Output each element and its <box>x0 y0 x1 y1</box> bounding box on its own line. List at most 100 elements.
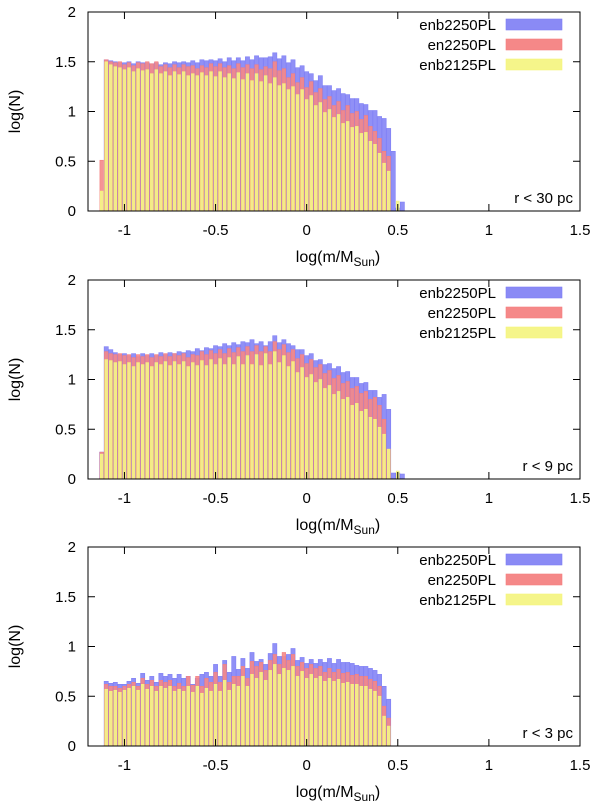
bar <box>163 361 168 480</box>
bar <box>250 364 254 480</box>
bar <box>273 351 277 480</box>
y-tick-label: 0.5 <box>55 421 76 438</box>
bar <box>254 354 259 480</box>
y-tick-label: 1.5 <box>55 54 76 71</box>
bar <box>113 66 118 212</box>
bar <box>241 364 245 480</box>
y-tick-label: 1 <box>68 639 76 656</box>
y-tick-label: 1 <box>68 372 76 389</box>
bar <box>118 67 122 212</box>
bar <box>104 359 108 480</box>
bar <box>291 86 295 212</box>
bar <box>300 367 304 480</box>
bar <box>332 117 336 212</box>
bar <box>218 71 222 212</box>
bar <box>318 379 323 480</box>
x-tick-label: -1 <box>118 490 131 507</box>
y-tick-label: 0.5 <box>55 688 76 705</box>
bar <box>191 73 195 212</box>
bar <box>104 688 108 747</box>
bar <box>304 99 309 212</box>
x-tick-label: 1 <box>485 490 493 507</box>
bar <box>386 725 391 747</box>
bar <box>127 362 131 480</box>
bar <box>304 377 309 480</box>
y-tick-label: 0 <box>68 471 76 488</box>
x-axis-label: log(m/MSun) <box>296 517 380 537</box>
bar <box>209 690 213 747</box>
legend-swatch <box>505 593 563 606</box>
bar <box>382 715 386 747</box>
legend-swatch <box>505 553 563 566</box>
bar <box>113 689 118 747</box>
bar <box>172 361 177 480</box>
bar <box>200 692 204 747</box>
bar <box>195 685 200 747</box>
bar <box>314 382 318 480</box>
y-tick-label: 0.5 <box>55 153 76 170</box>
legend-label: enb2125PL <box>419 57 496 74</box>
bar <box>232 684 236 747</box>
bar <box>159 685 163 747</box>
bar <box>323 112 327 212</box>
bar <box>259 81 263 212</box>
bar <box>140 364 145 480</box>
legend-swatch <box>505 18 563 31</box>
bar <box>232 78 236 212</box>
bar <box>355 126 359 212</box>
bar <box>309 674 313 747</box>
bar <box>390 472 396 480</box>
bar <box>154 690 159 747</box>
bar <box>177 74 181 212</box>
legend-label: en2250PL <box>428 572 496 589</box>
bar <box>163 687 168 747</box>
bar <box>241 676 245 747</box>
x-tick-label: -1 <box>118 757 131 774</box>
bar <box>232 364 236 480</box>
bar <box>350 127 354 212</box>
bar <box>218 690 222 747</box>
bar <box>309 95 313 212</box>
bar <box>345 682 350 747</box>
y-tick-label: 2 <box>68 4 76 21</box>
x-tick-label: 0.5 <box>387 222 408 239</box>
chart-panel-1: 0 0.5 1 1.5 2 -1 -0.5 0 0.5 1 1.5 log(N) log(m/MSun)… <box>7 4 590 269</box>
bar <box>382 162 386 212</box>
bar <box>131 71 136 212</box>
x-tick-label: 1.5 <box>570 222 591 239</box>
bar <box>282 668 286 747</box>
x-tick-label: -0.5 <box>203 490 229 507</box>
bar <box>186 685 190 747</box>
bar <box>377 426 382 480</box>
bar <box>300 89 304 212</box>
bar <box>204 365 209 480</box>
bar <box>186 75 190 212</box>
bar <box>368 141 373 212</box>
bar <box>309 374 313 480</box>
legend-label: enb2250PL <box>419 285 496 302</box>
bar <box>213 684 218 747</box>
series-enb2125PL <box>104 664 391 747</box>
bar <box>286 670 291 747</box>
bar <box>113 362 118 480</box>
bar <box>341 683 345 747</box>
bar <box>277 362 282 480</box>
bar <box>364 132 368 212</box>
bar <box>277 85 282 212</box>
bar <box>327 109 332 212</box>
legend-swatch <box>505 58 563 71</box>
bar <box>245 73 250 212</box>
bar <box>195 365 200 480</box>
bar <box>168 365 172 480</box>
bar <box>163 71 168 212</box>
bar <box>291 361 295 480</box>
bar <box>118 691 122 747</box>
bar <box>213 364 218 480</box>
chart-panel-3: 0 0.5 1 1.5 2 -1 -0.5 0 0.5 1 1.5 log(N) log(m/MSun)… <box>7 539 590 804</box>
bar <box>200 72 204 212</box>
bar <box>254 678 259 747</box>
bar <box>286 89 291 212</box>
bar <box>222 77 227 212</box>
bar <box>359 685 364 747</box>
bar <box>268 364 272 480</box>
